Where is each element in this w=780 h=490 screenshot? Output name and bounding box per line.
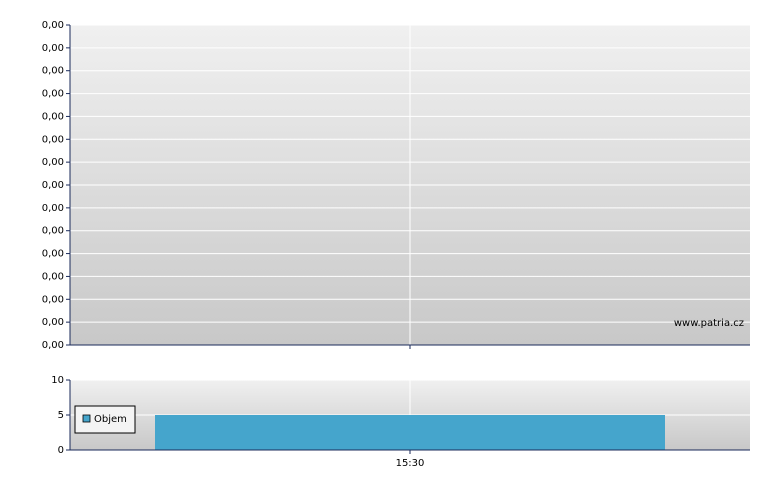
y-tick-label: 0,00 [42,43,64,54]
legend-label: Objem [94,414,127,425]
legend: Objem [74,405,136,434]
y-tick-label: 0,00 [42,294,64,305]
y-tick-label: 0,00 [42,157,64,168]
y-tick-label: 10 [51,375,64,386]
y-tick-label: 0,00 [42,340,64,351]
y-tick-label: 0,00 [42,89,64,100]
y-tick-label: 0,00 [42,271,64,282]
y-tick-label: 0,00 [42,226,64,237]
x-tick-label: 15:30 [396,458,425,469]
y-tick-label: 0,00 [42,249,64,260]
y-tick-label: 0,00 [42,111,64,122]
y-tick-label: 0 [58,445,64,456]
y-tick-label: 0,00 [42,203,64,214]
legend-swatch [82,414,91,423]
y-tick-label: 0,00 [42,66,64,77]
y-tick-label: 0,00 [42,180,64,191]
y-tick-label: 0,00 [42,134,64,145]
y-tick-label: 0,00 [42,20,64,31]
y-tick-label: 5 [58,410,64,421]
bar [155,415,665,450]
watermark: www.patria.cz [674,318,744,329]
y-tick-label: 0,00 [42,317,64,328]
